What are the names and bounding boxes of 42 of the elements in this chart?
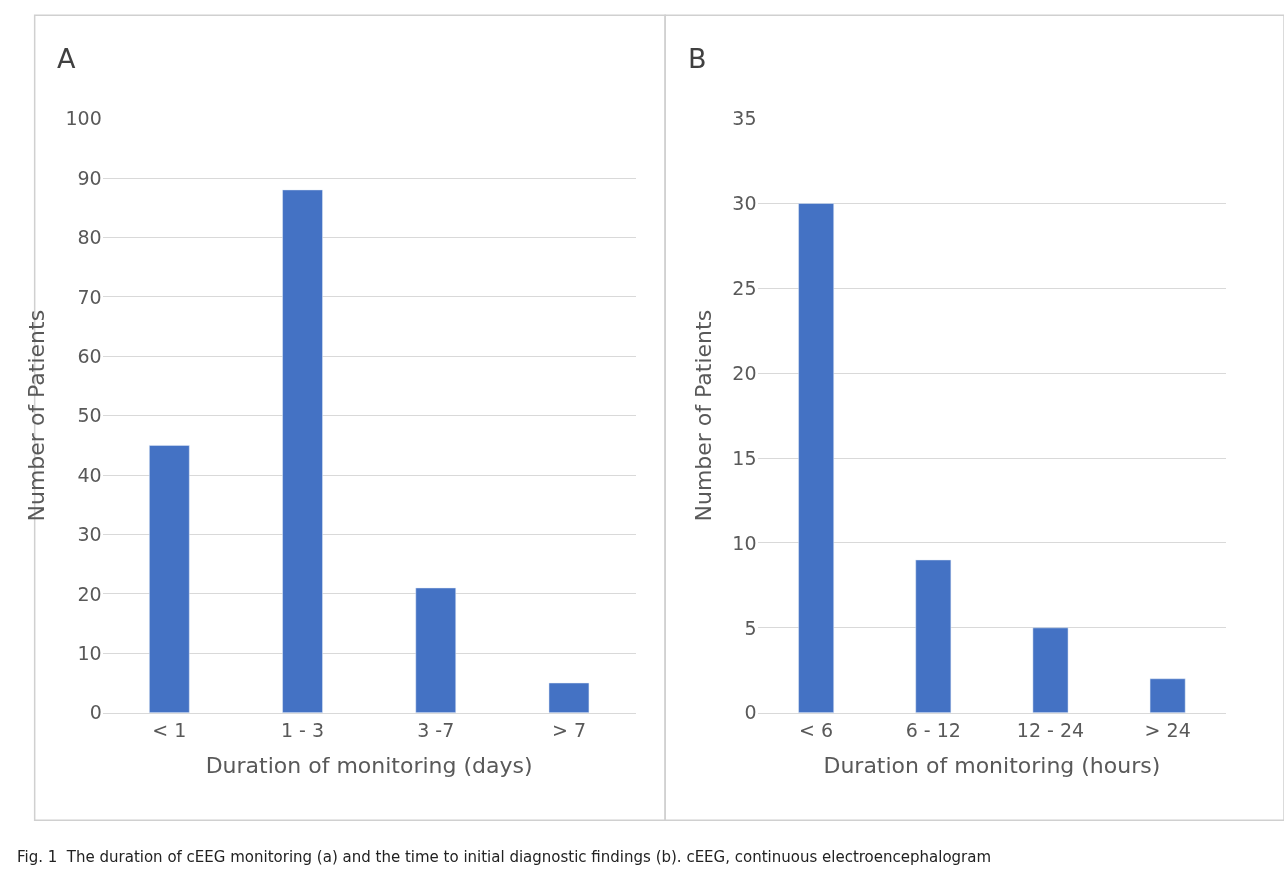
y-tick-label: 10 (77, 641, 102, 664)
y-axis-title: Number of Patients (24, 309, 50, 522)
y-tick-label: 60 (77, 344, 102, 367)
y-tick-label: 100 (65, 107, 102, 130)
y-axis-title: Number of Patients (691, 309, 717, 522)
bar (1149, 678, 1186, 713)
y-tick-label: 70 (77, 285, 102, 308)
y-tick-label: 20 (77, 582, 102, 605)
y-tick-label: 35 (732, 107, 757, 130)
x-tick-label: > 24 (1144, 718, 1191, 741)
bar (798, 203, 834, 713)
x-axis-title: Duration of monitoring (days) (205, 753, 533, 779)
bar (282, 189, 323, 713)
bar (149, 445, 190, 713)
y-tick-label: 40 (77, 463, 102, 486)
caption: Fig. 1 The duration of cEEG monitoring (a) and the time to initial diagnostic findings (b). cEEG, continuous electroencephalogram (17, 848, 992, 866)
x-tick-label: > 7 (551, 718, 586, 741)
y-tick-label: 90 (77, 166, 102, 189)
y-tick-label: 0 (89, 701, 102, 724)
x-tick-label: < 1 (152, 718, 187, 741)
x-tick-label: 3 -7 (417, 718, 455, 741)
x-tick-label: 1 - 3 (280, 718, 325, 741)
y-tick-label: 20 (732, 361, 757, 384)
y-tick-label: 15 (732, 446, 757, 469)
y-tick-label: 0 (744, 701, 757, 724)
bar (915, 559, 952, 713)
x-axis-title: Duration of monitoring (hours) (823, 753, 1161, 779)
y-tick-label: 25 (732, 277, 757, 300)
chart-title: B (688, 43, 707, 74)
y-tick-label: 50 (77, 404, 102, 427)
bar (548, 682, 590, 713)
x-tick-label: < 6 (799, 718, 834, 741)
y-tick-label: 30 (732, 192, 757, 215)
bar (1032, 627, 1069, 713)
y-tick-label: 5 (744, 616, 757, 639)
chart-title: A (57, 43, 76, 74)
y-tick-label: 30 (77, 523, 102, 546)
y-tick-label: 10 (732, 531, 757, 554)
x-tick-label: 12 - 24 (1016, 718, 1085, 741)
y-tick-label: 80 (77, 226, 102, 249)
x-tick-label: 6 - 12 (905, 718, 961, 741)
bar (415, 587, 456, 713)
